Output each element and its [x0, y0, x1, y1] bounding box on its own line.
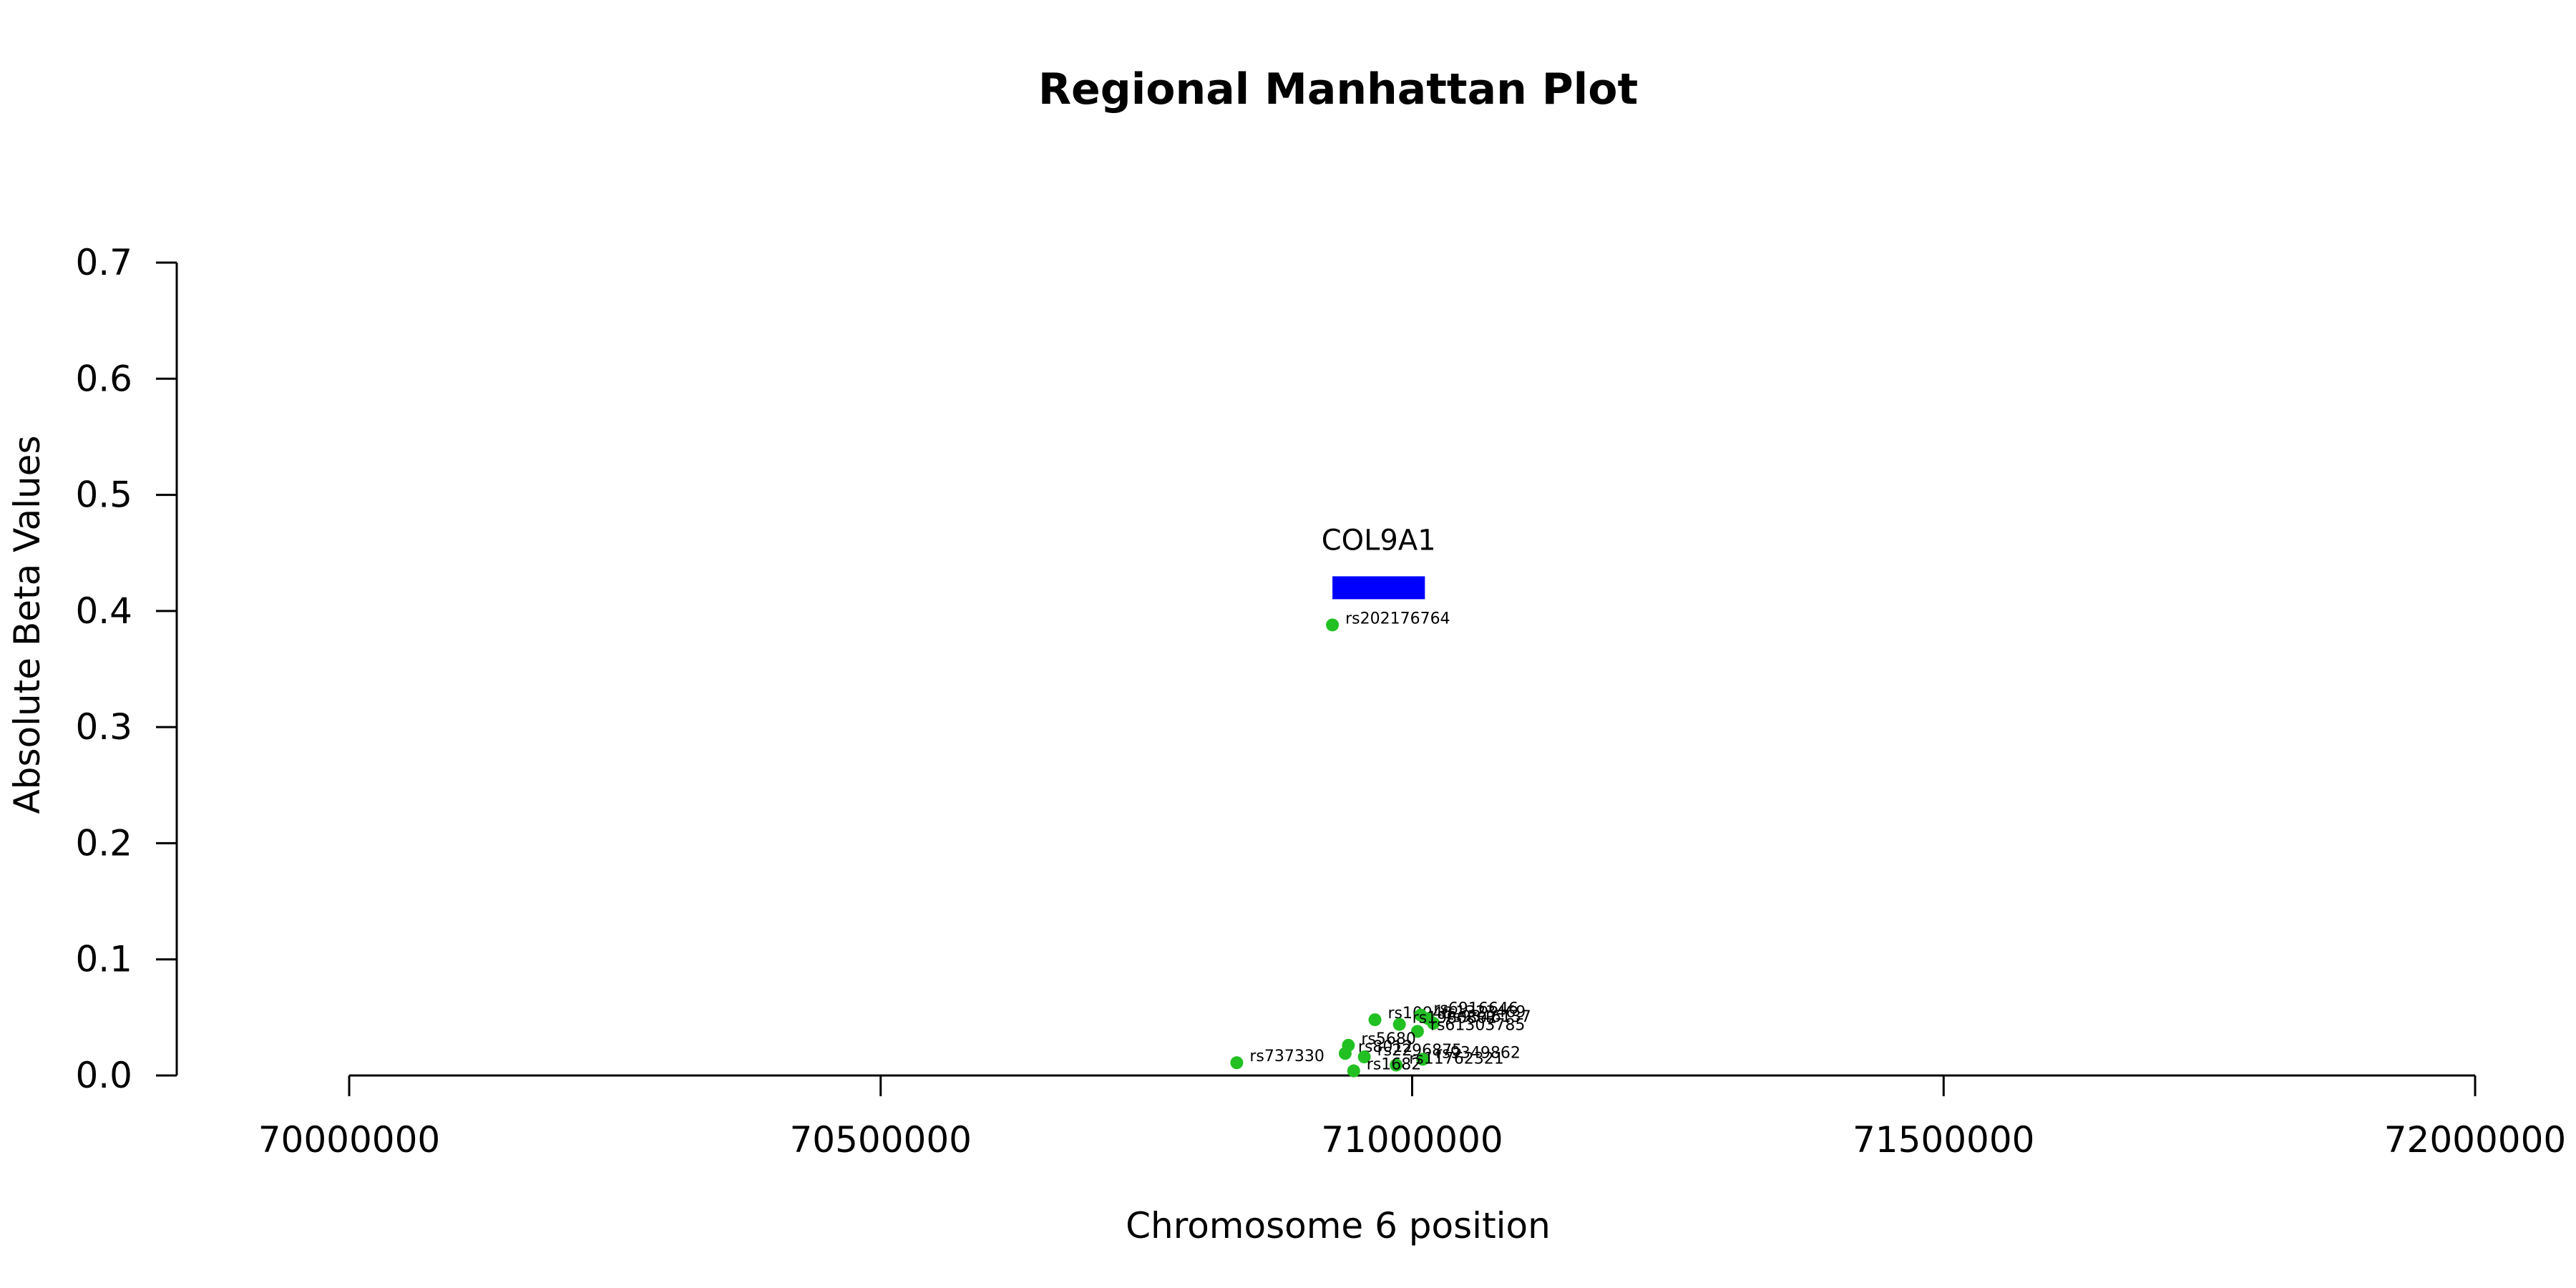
snp-point	[1410, 1025, 1424, 1038]
snp-point	[1347, 1064, 1360, 1078]
snp-point	[1392, 1018, 1406, 1031]
x-tick-label: 70000000	[258, 1119, 441, 1161]
snp-point	[1338, 1047, 1352, 1060]
snp-point	[1416, 1053, 1430, 1066]
x-axis: 70000000 70500000 71000000 71500000 72000000	[258, 1074, 2567, 1161]
x-tick-label: 72000000	[2384, 1119, 2567, 1161]
snp-label: rs1682	[1367, 1056, 1422, 1074]
snp-label: rs1980802	[1413, 1010, 1497, 1028]
snp-label: rs737330	[1249, 1048, 1324, 1065]
snp-label: rs11762321	[1409, 1050, 1503, 1068]
snp-label: rs9349862	[1435, 1044, 1521, 1062]
snp-label: rs9346137	[1446, 1008, 1531, 1026]
y-tick-label: 0.3	[75, 706, 132, 748]
x-ticks: 70000000 70500000 71000000 71500000 72000000	[258, 1075, 2567, 1161]
snp-point	[1368, 1013, 1382, 1027]
y-tick-label: 0.4	[75, 590, 132, 632]
y-tick-label: 0.7	[75, 242, 132, 283]
snp-label: rs5680	[1361, 1030, 1416, 1048]
snp-points: rs202176764rs737330rs10945rs6916646rs132…	[1230, 610, 1531, 1078]
y-tick-label: 0.0	[75, 1055, 132, 1096]
gene-track: COL9A1	[1322, 524, 1436, 600]
y-tick-label: 0.5	[75, 474, 132, 516]
y-tick-label: 0.1	[75, 939, 132, 980]
snp-point	[1427, 1016, 1440, 1030]
chart-title: Regional Manhattan Plot	[1038, 64, 1638, 114]
y-axis-label: Absolute Beta Values	[6, 436, 48, 814]
snp-point	[1390, 1058, 1403, 1072]
x-tick-label: 71500000	[1853, 1119, 2035, 1161]
x-tick-label: 71000000	[1321, 1119, 1503, 1161]
snp-label: rs61303785	[1430, 1016, 1525, 1034]
y-tick-label: 0.2	[75, 822, 132, 864]
gene-bar	[1332, 576, 1425, 600]
snp-label: rs202176764	[1345, 610, 1450, 628]
snp-point	[1326, 618, 1340, 632]
x-axis-label: Chromosome 6 position	[1126, 1205, 1551, 1246]
y-ticks: 0.0 0.1 0.2 0.3 0.4 0.5 0.6 0.7	[75, 242, 177, 1096]
snp-label: rs6916646	[1433, 1000, 1518, 1018]
snp-point	[1230, 1056, 1244, 1070]
snp-point	[1357, 1050, 1371, 1064]
y-tick-label: 0.6	[75, 358, 132, 399]
x-tick-label: 70500000	[790, 1119, 972, 1161]
gene-label: COL9A1	[1322, 524, 1436, 557]
snp-label: rs1323469	[1441, 1003, 1526, 1021]
y-axis: 0.0 0.1 0.2 0.3 0.4 0.5 0.6 0.7	[75, 242, 178, 1096]
